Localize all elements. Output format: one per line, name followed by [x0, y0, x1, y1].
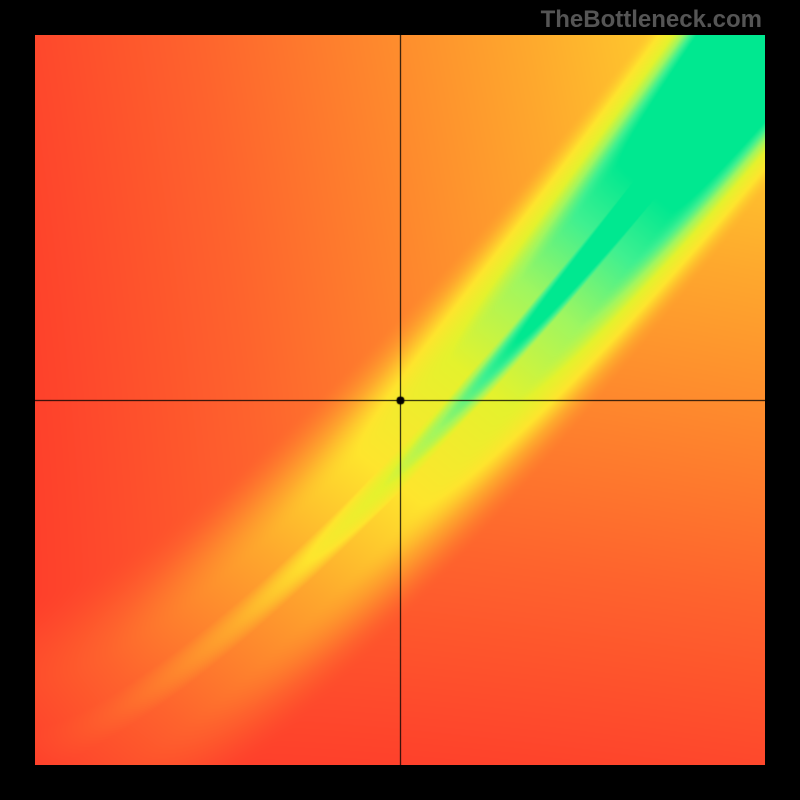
frame-border-right [765, 0, 800, 800]
watermark-text: TheBottleneck.com [541, 6, 762, 34]
frame-border-bottom [0, 765, 800, 800]
bottleneck-heatmap [35, 35, 765, 765]
frame-border-left [0, 0, 35, 800]
